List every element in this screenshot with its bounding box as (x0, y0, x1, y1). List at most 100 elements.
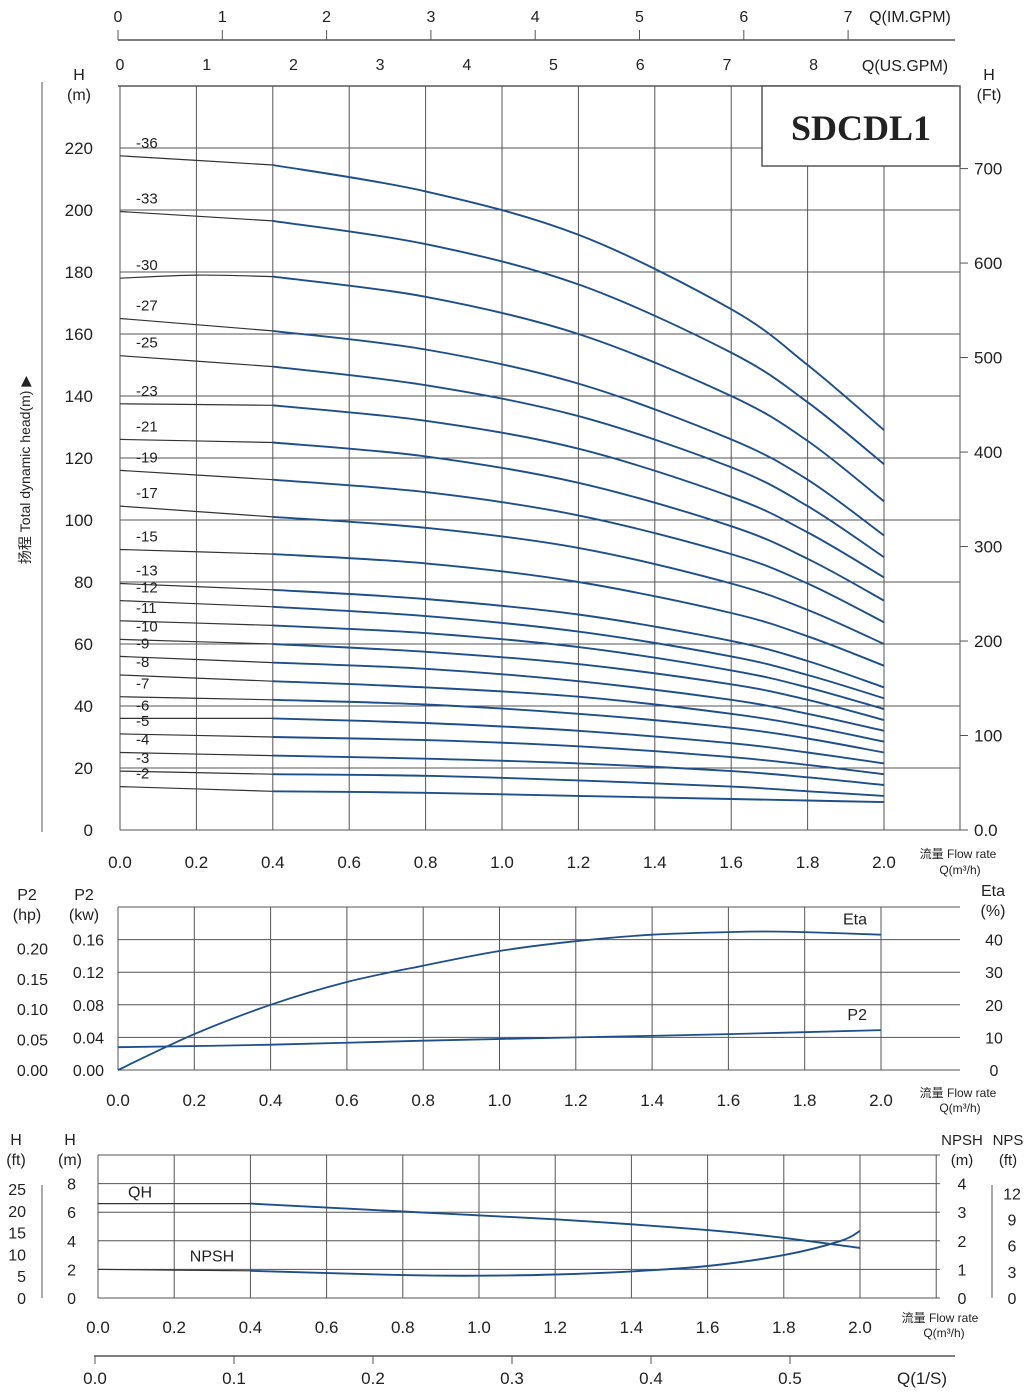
y-right-unit: (Ft) (977, 87, 1002, 104)
stage-label: -8 (136, 654, 149, 671)
y-left-tick-label: 40 (74, 697, 93, 716)
npsh-ft-tick-label: 6 (1008, 1239, 1017, 1256)
npsh-ft-tick-label: 3 (1008, 1265, 1017, 1282)
kw-unit: (kw) (69, 907, 99, 924)
npsh-m-unit: NPSH (941, 1132, 983, 1149)
head-curve-lead-n3 (119, 770, 273, 775)
head-curve-n36 (272, 164, 885, 431)
npsh-m-tick-label: 3 (958, 1205, 967, 1222)
stage-label: -17 (136, 485, 158, 502)
stage-label: -2 (136, 766, 149, 783)
eta-tick-label: 20 (985, 998, 1003, 1015)
y-right-tick-label: 200 (974, 632, 1002, 651)
head-curve-n19 (272, 478, 885, 624)
head-curve-lead-n9 (119, 655, 273, 664)
hm-tick-label: 8 (67, 1177, 76, 1194)
ls-axis-label: Q(1/S) (897, 1369, 947, 1388)
hm-tick-label: 0 (67, 1291, 76, 1308)
y-left-tick-label: 60 (74, 635, 93, 654)
x-tick-label: 2.0 (869, 1091, 893, 1110)
im-gpm-tick-label: 2 (322, 9, 331, 26)
x-axis-label: 流量 Flow rate (902, 1311, 979, 1325)
stage-label: -12 (136, 580, 158, 597)
im-gpm-tick-label: 1 (218, 9, 227, 26)
us-gpm-tick-label: 5 (549, 57, 558, 74)
head-curve-lead-n36 (119, 155, 273, 166)
ls-tick-label: 0.4 (639, 1369, 663, 1388)
im-gpm-tick-label: 4 (531, 9, 540, 26)
hp-tick-label: 0.10 (17, 1002, 48, 1019)
head-curve-n3 (272, 773, 885, 797)
us-gpm-tick-label: 0 (116, 57, 125, 74)
npsh-m-tick-label: 2 (958, 1234, 967, 1251)
us-gpm-tick-label: 8 (809, 57, 818, 74)
eta-tick-label: 10 (985, 1030, 1003, 1047)
head-curve-lead-n7 (119, 696, 273, 701)
x-tick-label: 0.8 (414, 853, 438, 872)
hft-unit: (ft) (6, 1152, 26, 1169)
im-gpm-tick-label: 6 (739, 9, 748, 26)
eta-unit: (%) (981, 903, 1006, 920)
hft-tick-label: 0 (17, 1291, 26, 1308)
hm-unit: H (64, 1132, 76, 1149)
ls-tick-label: 0.3 (500, 1369, 524, 1388)
x-tick-label: 1.0 (490, 853, 514, 872)
stage-label: -23 (136, 383, 158, 400)
head-curve-n11 (272, 624, 885, 711)
head-curve-n5 (272, 736, 885, 776)
hft-tick-label: 5 (17, 1269, 26, 1286)
y-left-unit: H (73, 67, 85, 84)
x-tick-label: 0.0 (86, 1318, 110, 1337)
npsh-label: NPSH (190, 1248, 234, 1265)
x-tick-label: 0.2 (182, 1091, 206, 1110)
stage-label: -9 (136, 635, 149, 652)
x-tick-label: 1.6 (719, 853, 743, 872)
eta-unit: Eta (981, 883, 1005, 900)
x-tick-label: 1.0 (467, 1318, 491, 1337)
us-gpm-tick-label: 7 (722, 57, 731, 74)
npsh-m-tick-label: 0 (958, 1291, 967, 1308)
head-curve-n12 (272, 605, 885, 700)
y-right-unit: H (983, 67, 995, 84)
stage-label: -13 (136, 563, 158, 580)
stage-label: -6 (136, 697, 149, 714)
im-gpm-tick-label: 0 (114, 9, 123, 26)
us-gpm-tick-label: 6 (636, 57, 645, 74)
x-tick-label: 1.6 (696, 1318, 720, 1337)
hm-tick-label: 4 (67, 1234, 76, 1251)
hm-unit: (m) (58, 1152, 82, 1169)
y-side-label: 扬程 Total dynamic head(m) ▶ (17, 376, 33, 564)
head-curve-n15 (272, 553, 885, 667)
stage-label: -7 (136, 676, 149, 693)
head-curve-lead-n19 (119, 469, 273, 481)
y-left-tick-label: 140 (65, 387, 93, 406)
head-curve-lead-n33 (119, 210, 273, 222)
head-curve-n9 (272, 661, 885, 732)
x-tick-label: 1.2 (567, 853, 591, 872)
x-tick-label: 1.8 (772, 1318, 796, 1337)
head-curve-n6 (272, 717, 885, 765)
im-gpm-tick-label: 7 (844, 9, 853, 26)
hp-unit: P2 (17, 887, 37, 904)
x-tick-label: 0.0 (108, 853, 132, 872)
y-right-tick-label: 100 (974, 727, 1002, 746)
x-tick-label: 1.6 (717, 1091, 741, 1110)
x-tick-label: 1.4 (640, 1091, 664, 1110)
stage-label: -30 (136, 257, 158, 274)
head-curve-lead-n4 (119, 751, 273, 757)
head-curve-n25 (272, 365, 885, 558)
eta-tick-label: 0 (990, 1063, 999, 1080)
ls-tick-label: 0.1 (222, 1369, 246, 1388)
npsh-m-tick-label: 1 (958, 1262, 967, 1279)
npsh-m-unit: (m) (951, 1152, 974, 1169)
stage-label: -15 (136, 528, 158, 545)
y-left-tick-label: 120 (65, 449, 93, 468)
eta-label: Eta (843, 912, 867, 929)
x-tick-label: 0.6 (315, 1318, 339, 1337)
p2-label: P2 (847, 1007, 867, 1024)
head-curve-n4 (272, 754, 885, 786)
kw-unit: P2 (74, 887, 94, 904)
us-gpm-axis-label: Q(US.GPM) (862, 58, 948, 75)
model-box (761, 85, 961, 167)
